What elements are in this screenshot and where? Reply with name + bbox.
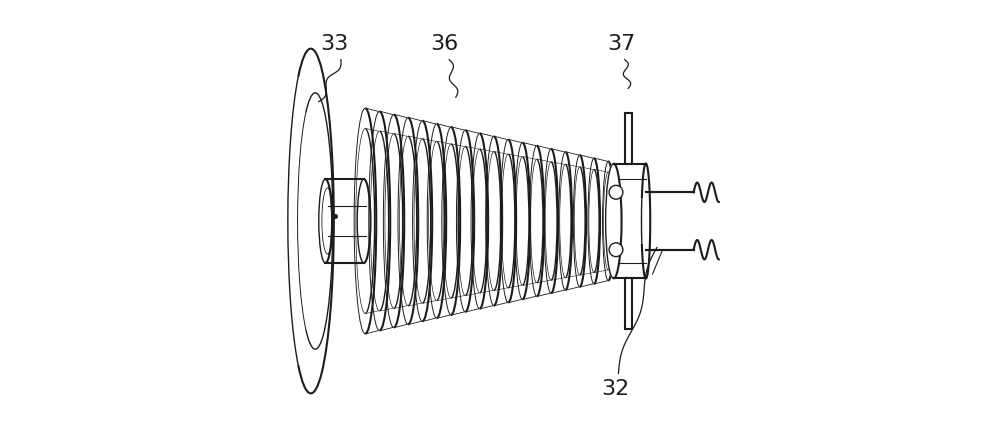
Polygon shape <box>288 49 334 393</box>
Polygon shape <box>625 113 632 164</box>
Polygon shape <box>646 192 694 250</box>
Polygon shape <box>319 179 370 263</box>
Polygon shape <box>625 278 632 329</box>
Text: 32: 32 <box>601 379 629 399</box>
Circle shape <box>609 243 623 257</box>
Text: 37: 37 <box>607 34 636 54</box>
Circle shape <box>609 185 623 199</box>
Polygon shape <box>606 164 651 278</box>
Text: 36: 36 <box>431 34 459 54</box>
Text: 33: 33 <box>320 34 348 54</box>
